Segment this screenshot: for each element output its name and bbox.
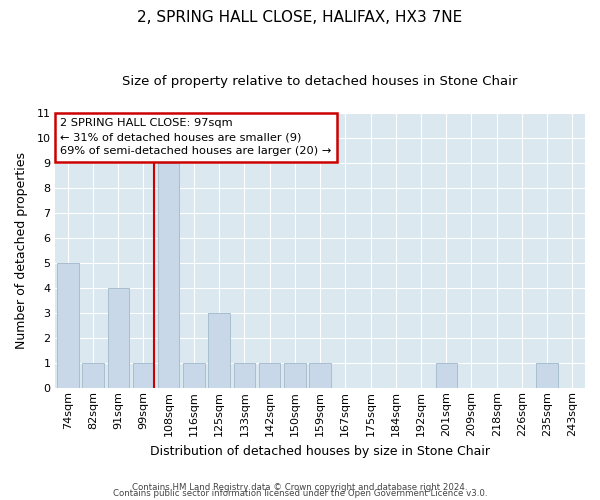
X-axis label: Distribution of detached houses by size in Stone Chair: Distribution of detached houses by size … xyxy=(150,444,490,458)
Bar xyxy=(536,364,558,388)
Title: Size of property relative to detached houses in Stone Chair: Size of property relative to detached ho… xyxy=(122,75,518,88)
Bar xyxy=(233,364,255,388)
Bar xyxy=(284,364,305,388)
Text: Contains public sector information licensed under the Open Government Licence v3: Contains public sector information licen… xyxy=(113,490,487,498)
Bar xyxy=(57,263,79,388)
Text: 2, SPRING HALL CLOSE, HALIFAX, HX3 7NE: 2, SPRING HALL CLOSE, HALIFAX, HX3 7NE xyxy=(137,10,463,25)
Bar xyxy=(107,288,129,388)
Bar xyxy=(183,364,205,388)
Y-axis label: Number of detached properties: Number of detached properties xyxy=(15,152,28,349)
Bar xyxy=(259,364,280,388)
Bar xyxy=(158,163,179,388)
Bar xyxy=(133,364,154,388)
Bar xyxy=(82,364,104,388)
Bar xyxy=(436,364,457,388)
Bar xyxy=(208,313,230,388)
Text: 2 SPRING HALL CLOSE: 97sqm
← 31% of detached houses are smaller (9)
69% of semi-: 2 SPRING HALL CLOSE: 97sqm ← 31% of deta… xyxy=(61,118,332,156)
Text: Contains HM Land Registry data © Crown copyright and database right 2024.: Contains HM Land Registry data © Crown c… xyxy=(132,484,468,492)
Bar xyxy=(310,364,331,388)
